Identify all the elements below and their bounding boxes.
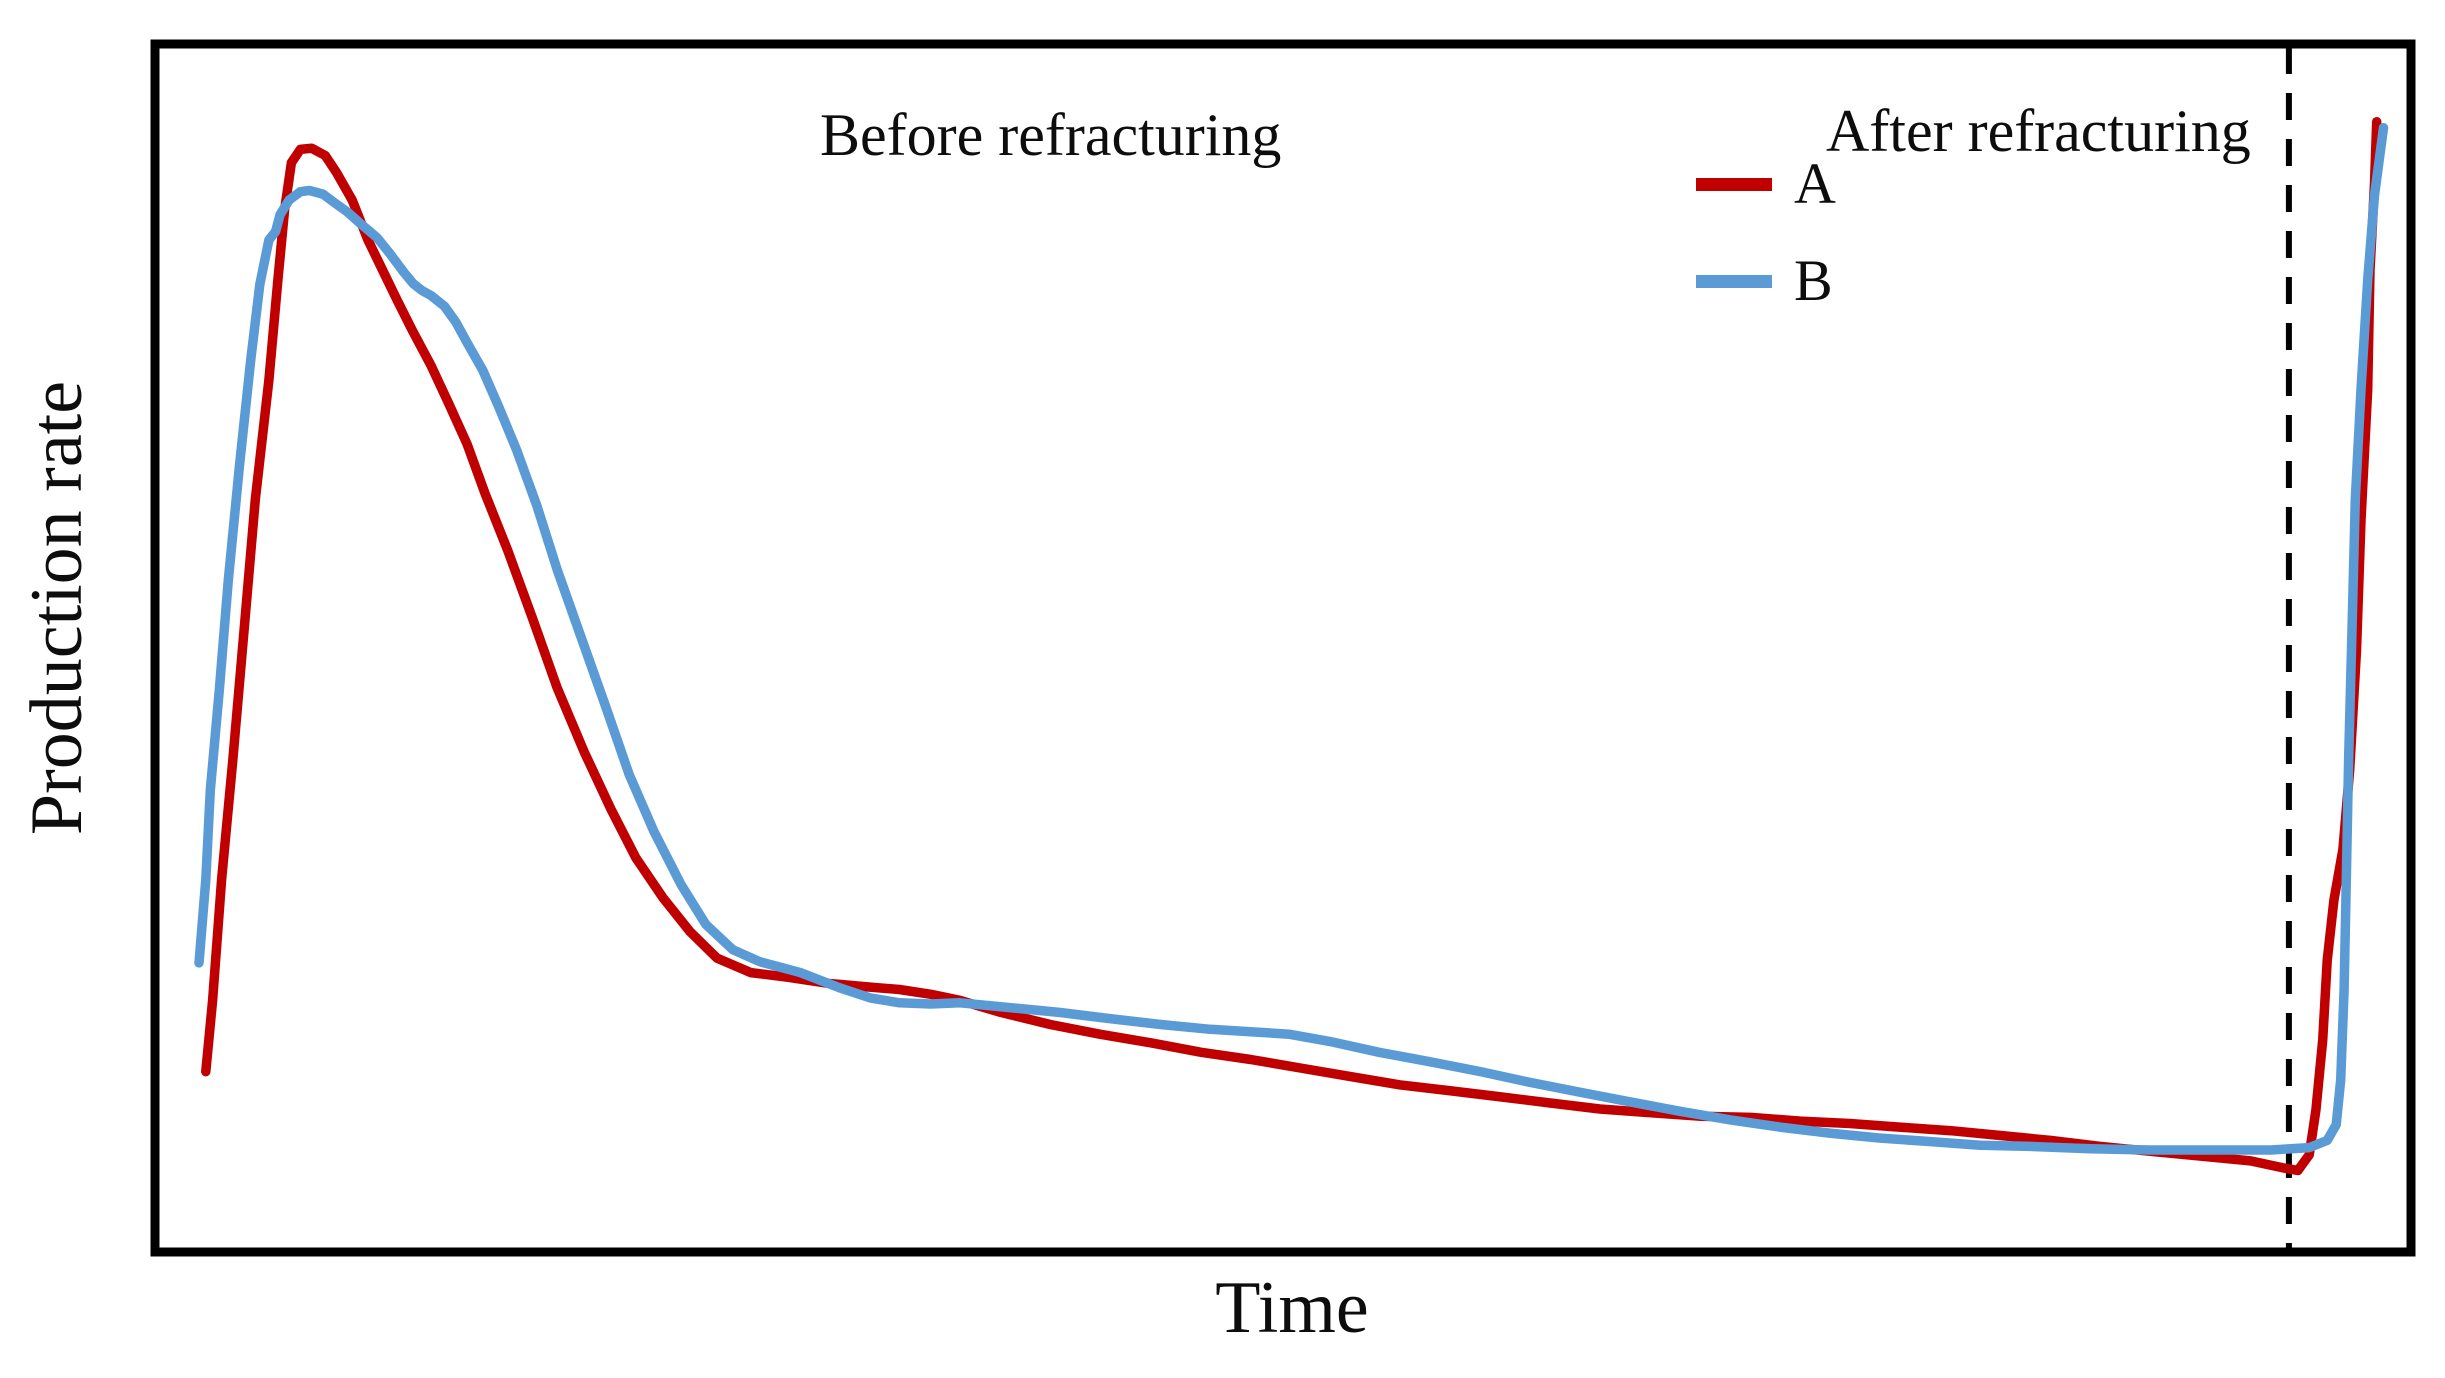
legend: A B <box>1696 148 1836 342</box>
y-axis-label: Production rate <box>16 380 98 836</box>
plot-border <box>150 39 2416 1257</box>
legend-swatch-a <box>1696 177 1772 191</box>
x-axis-label: Time <box>1215 1267 1369 1349</box>
legend-item-a: A <box>1696 148 1836 220</box>
legend-swatch-b <box>1696 274 1772 288</box>
series-group <box>194 116 2389 1176</box>
legend-label-a: A <box>1794 151 1836 216</box>
legend-item-b: B <box>1696 245 1836 317</box>
after-refracturing-label: After refracturing <box>1826 98 2251 164</box>
curve-B <box>194 122 2389 1155</box>
legend-label-b: B <box>1794 248 1833 313</box>
before-refracturing-label: Before refracturing <box>820 102 1282 168</box>
curve-A <box>201 116 2382 1176</box>
